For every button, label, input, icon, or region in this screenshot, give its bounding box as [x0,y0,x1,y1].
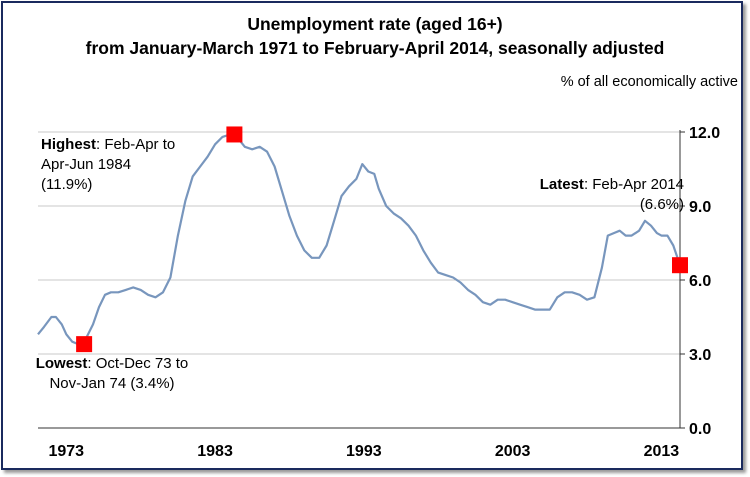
y-tick-label: 9.0 [689,199,711,216]
series-line [37,133,682,346]
y-tick-label: 3.0 [689,347,711,364]
x-tick-label: 2013 [644,443,680,460]
chart-frame [1,1,743,470]
annotation-latest-label: Latest [539,176,584,193]
chart-title: Unemployment rate (aged 16+) [247,14,503,34]
annotation-highest: Highest: Feb-Apr to Apr-Jun 1984 (11.9%) [41,135,176,195]
annotation-latest-text: : Feb-Apr 2014 (6.6%) [583,176,684,213]
annotation-latest: Latest: Feb-Apr 2014 (6.6%) [538,175,684,215]
x-tick-label: 1973 [48,443,84,460]
x-tick-label: 2003 [495,443,531,460]
annotation-highest-text: : Feb-Apr to Apr-Jun 1984 (11.9%) [41,136,176,193]
annotation-lowest-label: Lowest [35,355,88,372]
y-tick-label: 6.0 [689,273,711,290]
marker-lowest [76,336,93,353]
x-tick-label: 1993 [346,443,382,460]
marker-highest [226,126,243,143]
annotation-lowest: Lowest: Oct-Dec 73 to Nov-Jan 74 (3.4%) [22,354,202,394]
y-axis-unit-label: % of all economically active [560,74,738,90]
y-tick-label: 0.0 [689,421,711,438]
marker-latest [672,257,688,274]
annotation-lowest-text: : Oct-Dec 73 to Nov-Jan 74 (3.4%) [49,355,189,392]
annotation-highest-label: Highest [41,136,97,153]
y-tick-label: 12.0 [689,125,720,142]
chart-subtitle: from January-March 1971 to February-Apri… [85,38,665,58]
x-tick-label: 1983 [197,443,233,460]
